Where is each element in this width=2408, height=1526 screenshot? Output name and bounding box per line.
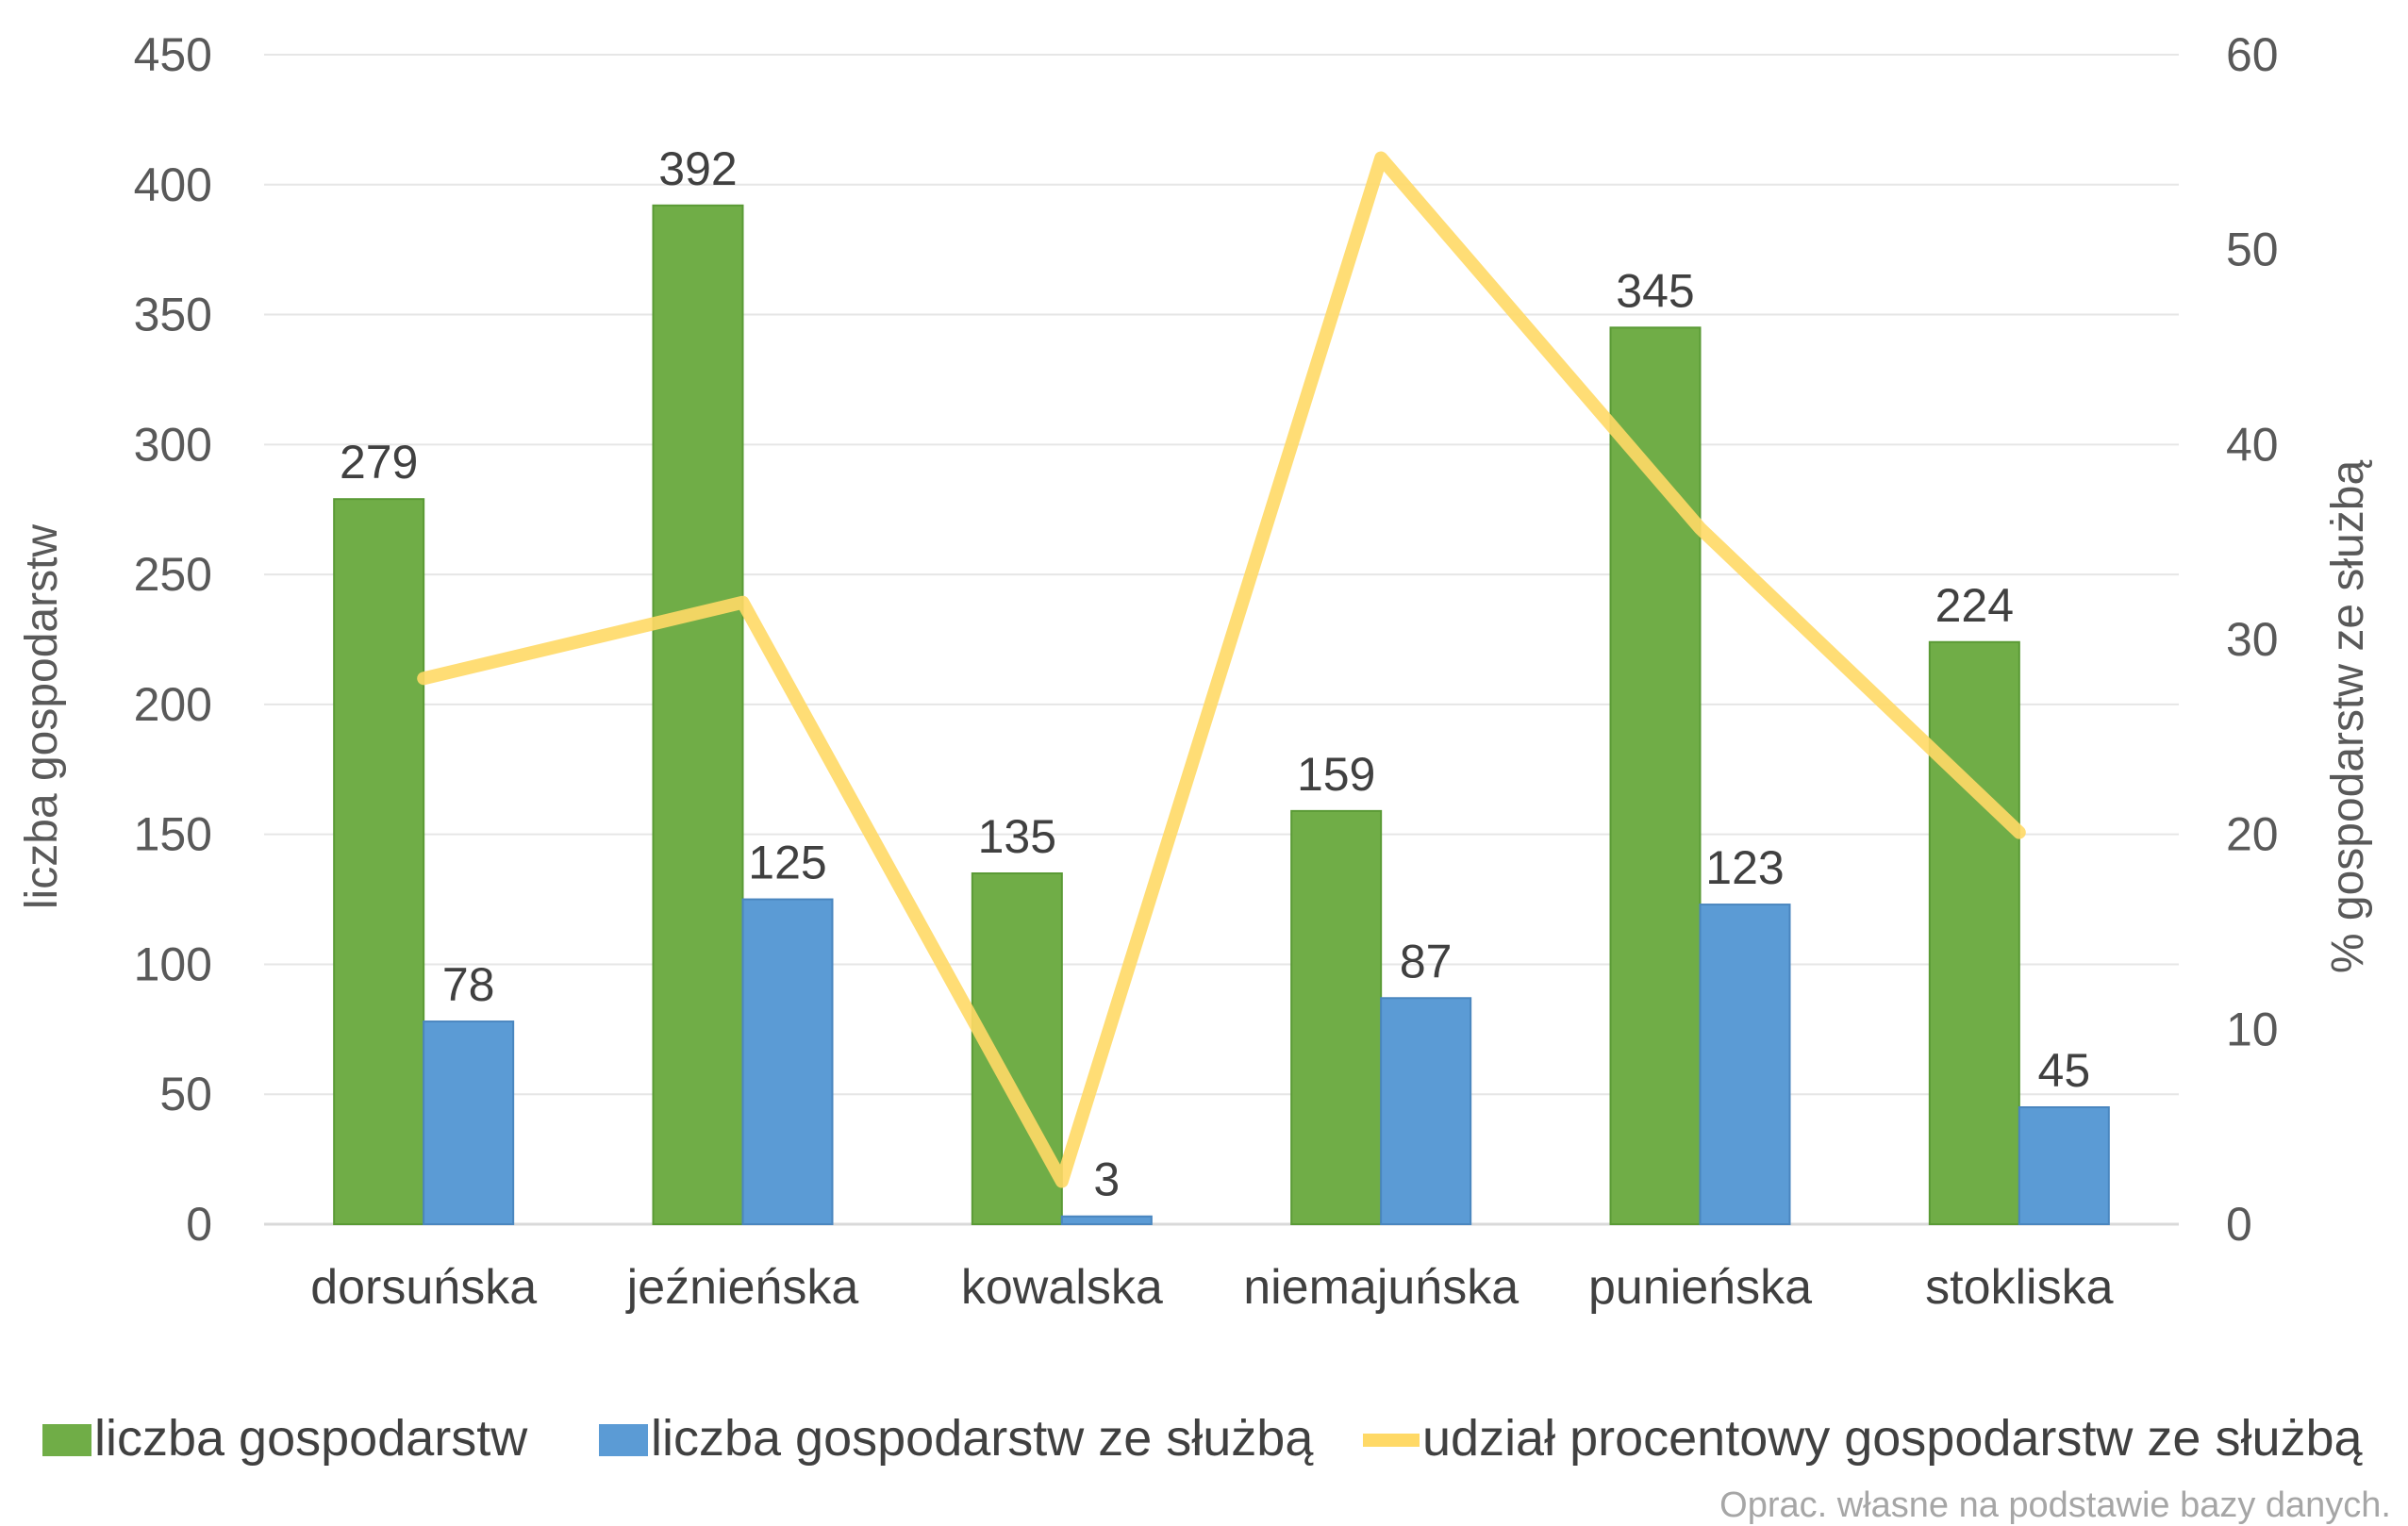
y-tick-label: 450 [134, 28, 212, 81]
category-labels: dorsuńska jeźnieńska kowalska niemajuńska pu… [310, 1260, 2113, 1315]
y-tick-label: 150 [134, 808, 212, 861]
y-tick-label: 200 [134, 678, 212, 731]
data-label: 45 [2038, 1044, 2091, 1097]
bar [741, 898, 834, 1225]
y-tick-label: 350 [134, 289, 212, 341]
category-label: punieńska [1588, 1260, 1812, 1315]
category-label: niemajuńska [1243, 1260, 1519, 1315]
series-line [417, 151, 2026, 1188]
data-label: 159 [1297, 748, 1375, 801]
y2-tick-label: 10 [2226, 1003, 2279, 1055]
y-tick-label: 300 [134, 418, 212, 471]
legend-swatch-liczba-gospodarstw [42, 1424, 91, 1456]
y2-tick-label: 60 [2226, 28, 2279, 81]
source-note: Oprac. własne na podstawie bazy danych. [1719, 1485, 2391, 1525]
legend-label-liczba-gospodarstw-ze-sluzba: liczba gospodarstw ze służbą [651, 1410, 1314, 1467]
data-labels: 279 78 392 125 135 3 159 87 345 123 224 45 [340, 142, 2090, 1206]
category-label: kowalska [961, 1260, 1163, 1315]
data-label: 3 [1093, 1153, 1120, 1206]
y-tick-label: 250 [134, 548, 212, 601]
y-tick-label: 50 [159, 1068, 212, 1120]
y-axis-title: liczba gospodarstw [17, 524, 67, 910]
bar [1609, 326, 1702, 1226]
left-axis-tick-labels: 0 50 100 150 200 250 300 350 400 450 [134, 28, 212, 1251]
y2-tick-label: 0 [2226, 1198, 2252, 1251]
bar [2018, 1106, 2110, 1225]
data-label: 135 [978, 810, 1056, 863]
data-label: 87 [1400, 935, 1453, 987]
data-label: 345 [1616, 264, 1694, 317]
data-label: 279 [340, 436, 418, 489]
bar [652, 204, 744, 1225]
data-label: 224 [1935, 579, 2014, 632]
bar [1290, 809, 1383, 1225]
data-label: 125 [748, 837, 826, 889]
legend-label-liczba-gospodarstw: liczba gospodarstw [94, 1410, 528, 1467]
y2-tick-label: 20 [2226, 808, 2279, 861]
legend-swatch-liczba-gospodarstw-ze-sluzba [599, 1424, 648, 1456]
legend-label-udzial-procentowy: udział procentowy gospodarstw ze służbą [1422, 1410, 2364, 1467]
bar [423, 1020, 515, 1225]
y-tick-label: 100 [134, 937, 212, 990]
bar [1060, 1215, 1153, 1225]
gridlines [264, 54, 2179, 1226]
category-label: jeźnieńska [625, 1260, 859, 1315]
category-label: stokliska [1925, 1260, 2113, 1315]
bar-series [333, 204, 2110, 1226]
y2-tick-label: 50 [2226, 224, 2279, 276]
y-tick-label: 0 [186, 1198, 212, 1251]
bar [1380, 997, 1472, 1226]
data-label: 78 [442, 958, 495, 1011]
y2-tick-label: 40 [2226, 418, 2279, 471]
data-label: 392 [658, 142, 737, 195]
legend: liczba gospodarstw liczba gospodarstw ze… [42, 1410, 2364, 1467]
bar [333, 498, 425, 1225]
bar [1699, 904, 1791, 1225]
y2-tick-label: 30 [2226, 613, 2279, 666]
line-series [417, 151, 2026, 1188]
bar [1928, 640, 2020, 1225]
y-tick-label: 400 [134, 158, 212, 211]
y2-axis-title: % gospodarstw ze służbą [2323, 460, 2373, 974]
right-axis-tick-labels: 0 10 20 30 40 50 60 [2226, 28, 2279, 1251]
category-label: dorsuńska [310, 1260, 537, 1315]
data-label: 123 [1705, 841, 1784, 894]
